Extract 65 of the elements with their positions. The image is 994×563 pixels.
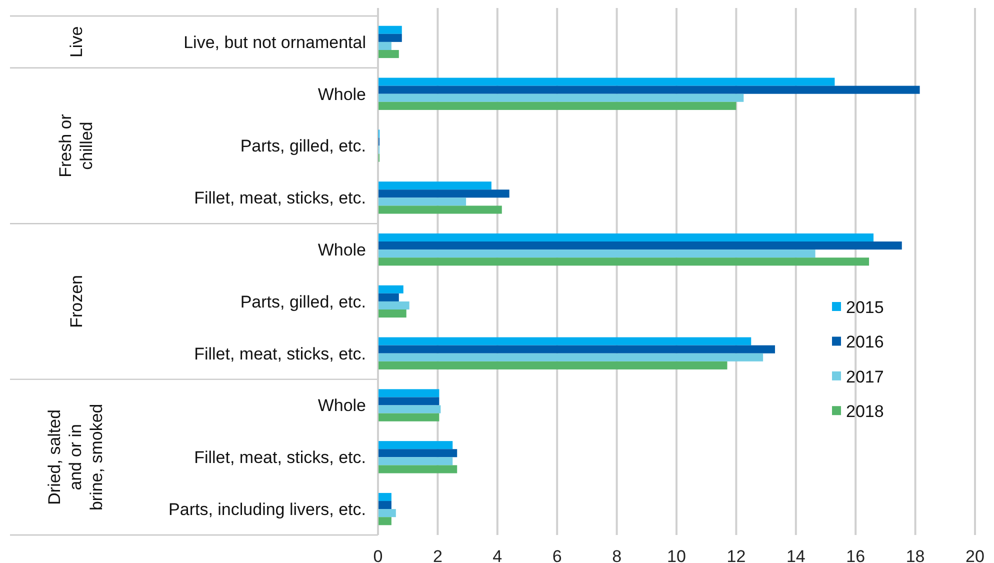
bar (378, 293, 399, 302)
x-tick-label: 2 (432, 547, 442, 563)
bar (378, 86, 920, 94)
y-tick-label: Parts, gilled, etc. (240, 136, 366, 156)
x-tick-label: 6 (552, 547, 562, 563)
bar (378, 517, 392, 526)
bar (378, 492, 392, 502)
y-tick-label: Whole (318, 240, 366, 260)
bar (378, 509, 396, 518)
legend-label: 2017 (846, 367, 884, 386)
bar (378, 389, 440, 398)
x-tick-label: 0 (373, 547, 383, 563)
y-tick-label: Fillet, meat, sticks, etc. (194, 448, 366, 468)
x-tick-label: 14 (786, 547, 806, 563)
bar (378, 42, 392, 50)
bar (378, 353, 764, 362)
bar (378, 337, 752, 346)
legend-label: 2015 (846, 298, 884, 317)
bar (378, 258, 870, 266)
x-tick-label: 8 (612, 547, 622, 563)
bar (378, 233, 874, 242)
text: Dried, salted and or in brine, smoked (45, 404, 106, 511)
x-tick-label: 10 (667, 547, 686, 563)
bar (378, 26, 402, 34)
bar (378, 94, 744, 102)
bar (378, 198, 466, 206)
bar (378, 285, 404, 294)
bar (378, 34, 402, 42)
bar (378, 301, 410, 310)
text: Frozen (67, 274, 86, 328)
y-tick-label: Parts, including livers, etc. (168, 500, 366, 519)
x-tick-label: 16 (846, 547, 866, 563)
bar (378, 441, 453, 450)
x-tick-label: 18 (906, 547, 925, 563)
text: Live (67, 26, 86, 58)
bar (378, 465, 458, 474)
x-tick-label: 4 (492, 547, 502, 563)
y-tick-label: Fillet, meat, sticks, etc. (194, 188, 366, 208)
y-tick-label: Parts, gilled, etc. (240, 292, 366, 312)
bar (378, 405, 441, 414)
x-tick-label: 20 (966, 547, 984, 563)
bar (378, 345, 776, 354)
bar (378, 361, 728, 370)
bar (378, 78, 835, 86)
x-tick-label: 12 (726, 547, 746, 563)
y-tick-label: Whole (318, 396, 366, 416)
y-tick-label: Whole (318, 84, 366, 104)
bar (378, 206, 502, 214)
legend-label: 2016 (846, 332, 884, 352)
legend-label: 2018 (846, 402, 884, 422)
y-tick-label: Fillet, meat, sticks, etc. (194, 344, 366, 364)
bar (378, 397, 440, 406)
bar (378, 50, 399, 58)
bar (378, 309, 406, 318)
bar (378, 449, 458, 458)
bar (378, 242, 902, 250)
bar (378, 457, 453, 466)
bar (378, 413, 440, 422)
bar (378, 182, 492, 190)
bar (378, 501, 392, 510)
bar (378, 250, 816, 258)
bar (378, 190, 510, 198)
y-tick-label: Live, but not ornamental (184, 32, 366, 52)
bar (378, 102, 736, 110)
text: Fresh or chilled (56, 114, 96, 178)
